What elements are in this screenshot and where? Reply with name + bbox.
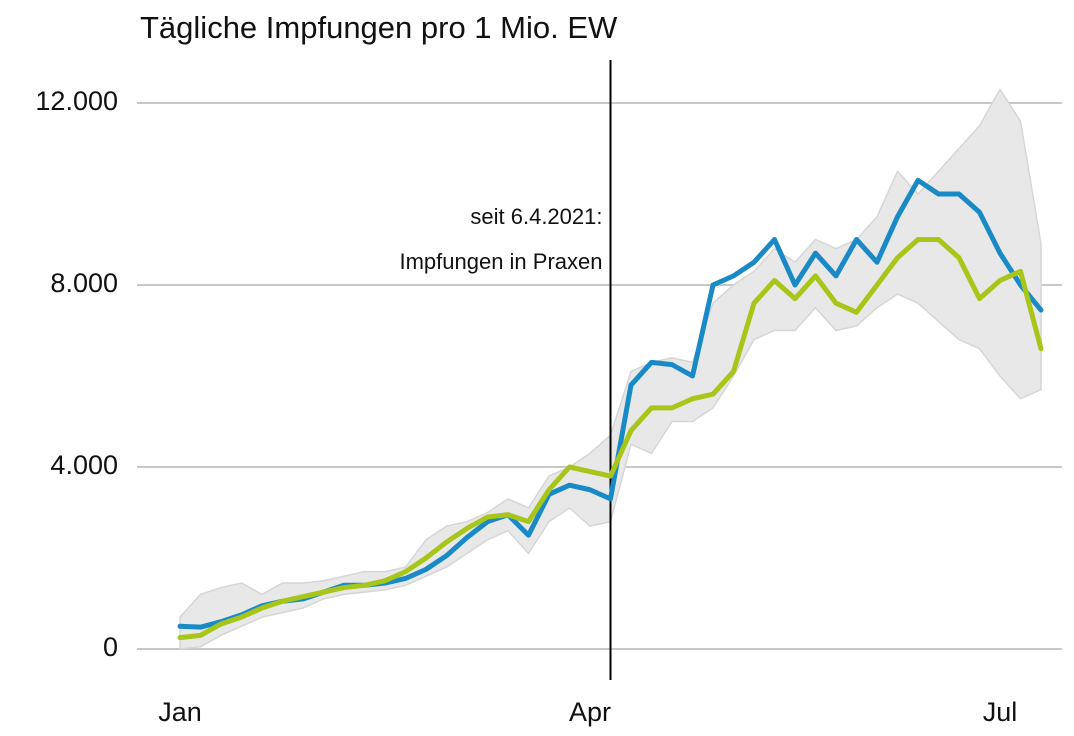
y-tick-label: 4.000 bbox=[50, 450, 118, 480]
annotation: Impfungen in Praxen bbox=[399, 249, 602, 274]
x-tick-label: Jul bbox=[983, 697, 1018, 727]
y-tick-label: 0 bbox=[103, 632, 118, 662]
y-tick-label: 12.000 bbox=[35, 86, 118, 116]
x-tick-label: Jan bbox=[158, 697, 202, 727]
range-band bbox=[179, 87, 1042, 650]
series-line bbox=[177, 237, 1044, 641]
y-tick-label: 8.000 bbox=[50, 268, 118, 298]
x-tick-label: Apr bbox=[569, 697, 611, 727]
chart-title: Tägliche Impfungen pro 1 Mio. EW bbox=[140, 10, 618, 45]
annotation: seit 6.4.2021: bbox=[470, 204, 602, 229]
